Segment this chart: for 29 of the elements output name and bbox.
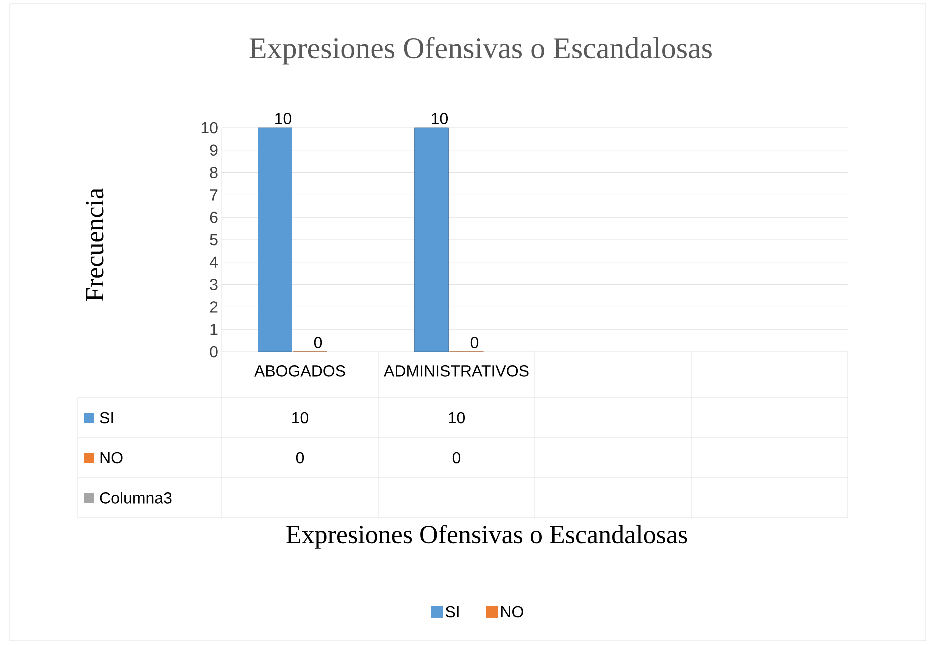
y-tick-label: 9 <box>210 144 218 156</box>
y-tick-label: 3 <box>210 279 218 290</box>
data-label: 10 <box>292 412 309 424</box>
legend-label: SI <box>100 412 114 424</box>
data-label: 10 <box>449 412 466 424</box>
y-tick-label: 8 <box>210 167 218 178</box>
legend-label: NO <box>100 452 123 464</box>
text: SI <box>446 606 459 618</box>
y-tick-label: 10 <box>202 122 218 134</box>
x-tick-label: ADMINISTRATIVOS <box>384 366 529 377</box>
legend-label: Columna3 <box>100 492 172 504</box>
text: NO <box>502 606 524 618</box>
y-tick-label: 0 <box>210 346 218 358</box>
y-tick-label: 4 <box>210 256 218 268</box>
y-tick-label: 1 <box>210 324 218 336</box>
y-tick-label: 5 <box>210 234 218 246</box>
data-label: 0 <box>452 452 461 464</box>
text: 0 <box>470 337 479 348</box>
y-axis-title: Frecuencia <box>86 188 104 302</box>
text: 0 <box>314 337 322 348</box>
y-tick-label: 2 <box>210 302 218 313</box>
y-tick-label: 7 <box>210 190 218 201</box>
text: 10 <box>432 113 448 124</box>
text: Expresiones Ofensivas o Escandalosas <box>286 525 688 549</box>
x-tick-label: ABOGADOS <box>254 366 346 377</box>
y-tick-label: 6 <box>210 212 218 224</box>
chart-title: Expresiones Ofensivas o Escandalosas <box>250 37 712 65</box>
data-label: 0 <box>296 452 304 464</box>
text: 10 <box>276 113 292 124</box>
